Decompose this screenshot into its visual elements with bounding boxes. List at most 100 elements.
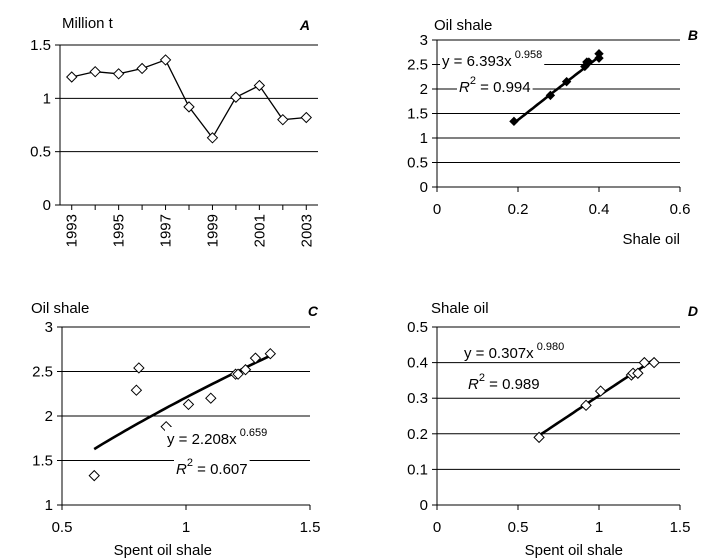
- fit-equation-base: y = 6.393x: [442, 53, 512, 70]
- fit-equation: y = 0.307x 0.980: [464, 341, 564, 362]
- x-tick-label: 1.5: [300, 519, 321, 536]
- x-tick-label: 2001: [251, 214, 268, 247]
- data-point: [159, 54, 172, 66]
- data-point: [230, 91, 242, 103]
- data-point: [264, 347, 277, 360]
- y-tick-label: 0: [43, 197, 51, 214]
- y-tick-label: 0.1: [407, 461, 428, 478]
- fit-equation-base: y = 0.307x: [464, 345, 534, 362]
- x-tick-label: 0.2: [508, 201, 529, 218]
- x-tick-label: 0.5: [52, 519, 73, 536]
- x-axis-label: Shale oil: [622, 231, 680, 248]
- x-tick-label: 1.5: [670, 519, 691, 536]
- fit-equation-exponent: 0.980: [534, 341, 565, 353]
- data-point: [206, 132, 219, 144]
- r-squared-symbol: R: [459, 79, 470, 96]
- series-line: [71, 59, 307, 139]
- x-tick-label: 2003: [298, 214, 315, 247]
- data-point: [580, 399, 592, 412]
- data-point: [183, 101, 195, 113]
- y-tick-label: 0.5: [30, 144, 51, 161]
- data-point: [632, 367, 644, 379]
- r-squared-value: = 0.994: [476, 79, 531, 96]
- fit-r-squared: R2 = 0.989: [468, 372, 540, 393]
- label-background: [462, 341, 567, 362]
- x-tick-label: 1995: [111, 214, 128, 247]
- y-tick-label: 1: [45, 497, 53, 514]
- y-tick-label: 2: [420, 81, 428, 98]
- data-point: [545, 90, 556, 101]
- x-tick-label: 0: [433, 519, 441, 536]
- data-point: [509, 116, 519, 127]
- label-background: [174, 457, 250, 478]
- data-point: [136, 62, 148, 75]
- data-point: [533, 431, 545, 444]
- label-background: [466, 372, 542, 393]
- y-tick-label: 0.3: [407, 390, 428, 407]
- data-point: [88, 469, 100, 482]
- x-tick-label: 1999: [204, 214, 221, 247]
- fit-equation-exponent: 0.659: [237, 427, 268, 439]
- panel-a: 0 0.5 1 1.5 1993 1995 1997 1999 2001 2003 A Million…: [30, 15, 318, 247]
- fit-equation: y = 6.393x 0.958: [442, 49, 542, 70]
- r-squared-superscript: 2: [479, 372, 485, 384]
- x-tick-label: 1: [182, 519, 190, 536]
- y-tick-label: 0: [420, 497, 428, 514]
- panel-title: Shale oil: [431, 300, 489, 317]
- panel-label: A: [299, 17, 310, 33]
- y-tick-label: 1: [420, 130, 428, 147]
- r-squared-value: = 0.607: [193, 461, 248, 478]
- data-point: [66, 71, 78, 83]
- x-tick-label: 0.6: [670, 201, 691, 218]
- r-squared-value: = 0.989: [485, 376, 540, 393]
- data-point: [133, 362, 145, 374]
- data-point: [561, 76, 572, 87]
- data-point: [638, 356, 651, 369]
- panel-title: Million t: [62, 15, 114, 32]
- label-background: [440, 49, 545, 70]
- x-tick-label: 0: [433, 201, 441, 218]
- x-tick-label: 0.4: [589, 201, 610, 218]
- data-point: [249, 352, 262, 364]
- data-point: [205, 392, 217, 404]
- data-point: [277, 113, 289, 126]
- r-squared-symbol: R: [176, 461, 187, 478]
- fit-equation-base: y = 2.208x: [167, 431, 237, 448]
- fit-equation: y = 2.208x 0.659: [167, 427, 267, 448]
- y-tick-label: 1.5: [30, 37, 51, 54]
- y-tick-label: 1.5: [407, 106, 428, 123]
- y-tick-label: 2.5: [32, 364, 53, 381]
- data-point: [300, 111, 312, 124]
- data-point: [89, 65, 101, 78]
- data-point: [130, 384, 143, 396]
- y-tick-label: 0: [420, 179, 428, 196]
- y-tick-label: 0.4: [407, 355, 428, 372]
- x-axis-label: Spent oil shale: [114, 542, 212, 559]
- fit-equation-exponent: 0.958: [512, 49, 543, 61]
- data-point: [253, 79, 266, 92]
- panel-d: 0 0.1 0.2 0.3 0.4 0.5 0 0.5 1 1.5 D Shale oil Spent …: [407, 300, 698, 559]
- label-background: [457, 75, 533, 96]
- r-squared-superscript: 2: [187, 457, 193, 469]
- panel-label: D: [688, 303, 698, 319]
- fit-r-squared: R2 = 0.607: [176, 457, 248, 478]
- y-tick-label: 0.2: [407, 426, 428, 443]
- x-axis-label: Spent oil shale: [525, 542, 623, 559]
- data-point: [112, 68, 125, 80]
- y-tick-label: 1.5: [32, 453, 53, 470]
- x-tick-label: 0.5: [508, 519, 529, 536]
- panel-b: 0 0.5 1 1.5 2 2.5 3 0 0.2 0.4 0.6 B Oil shale Shale o…: [407, 17, 698, 248]
- x-tick-label: 1993: [64, 214, 81, 247]
- x-tick-label: 1: [595, 519, 603, 536]
- y-tick-label: 2: [45, 408, 53, 425]
- data-point: [594, 49, 604, 59]
- data-point: [594, 385, 607, 397]
- data-point: [584, 57, 594, 67]
- y-tick-label: 2.5: [407, 57, 428, 74]
- r-squared-symbol: R: [468, 376, 479, 393]
- panel-label: B: [688, 27, 698, 43]
- y-tick-label: 0.5: [407, 155, 428, 172]
- panel-c: 1 1.5 2 2.5 3 0.5 1 1.5 C Oil shale Spent oil shal…: [31, 300, 320, 559]
- r-squared-superscript: 2: [470, 75, 476, 87]
